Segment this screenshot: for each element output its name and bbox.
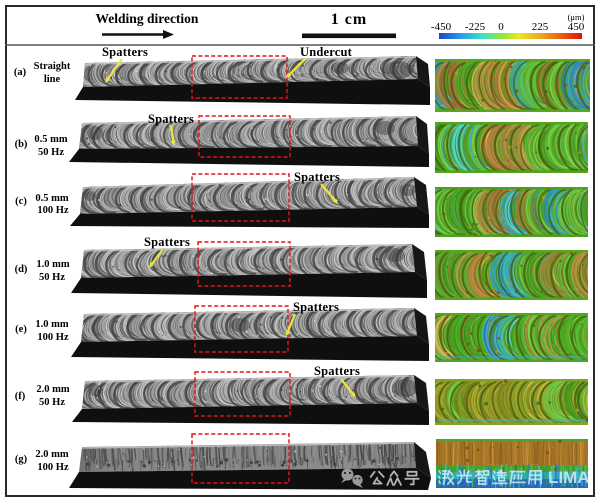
svg-text:LIMA: LIMA	[548, 468, 590, 487]
